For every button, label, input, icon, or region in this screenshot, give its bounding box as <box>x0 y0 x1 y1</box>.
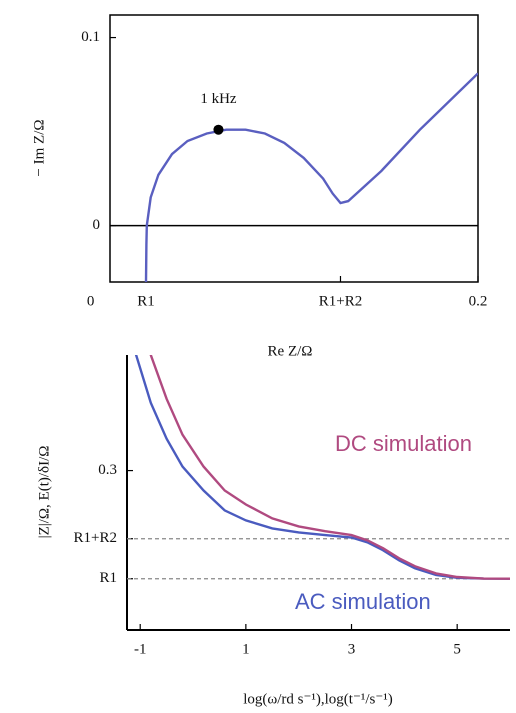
x-tick-label: 0 <box>87 293 95 309</box>
x-tick-label: -1 <box>134 641 147 657</box>
x-tick-label: R1+R2 <box>319 293 362 309</box>
plot-frame <box>109 14 479 283</box>
plot-area <box>144 72 478 282</box>
x-tick-label: R1 <box>137 293 155 309</box>
y-tick-label: 0.1 <box>81 29 100 45</box>
data-line <box>144 72 478 282</box>
y-tick-label: R1+R2 <box>74 530 117 546</box>
x-tick-label: 1 <box>242 641 250 657</box>
series-label: DC simulation <box>335 431 472 456</box>
x-axis-label: Re Z/Ω <box>268 343 313 359</box>
y-axis-label: − Im Z/Ω <box>31 119 47 176</box>
x-tick-label: 5 <box>453 641 461 657</box>
data-line <box>149 355 510 580</box>
data-line <box>134 355 510 580</box>
x-axis-label: log(ω/rd s⁻¹),log(t⁻¹/s⁻¹) <box>243 691 393 707</box>
x-tick-label: 0.2 <box>469 293 488 309</box>
plot-area <box>134 355 510 580</box>
y-tick-label: 0.3 <box>98 462 117 478</box>
y-tick-label: 0 <box>93 217 101 233</box>
x-tick-label: 3 <box>348 641 356 657</box>
y-tick-label: R1 <box>99 570 117 586</box>
marker <box>213 124 224 135</box>
series-label: AC simulation <box>295 589 431 614</box>
annotation: 1 kHz <box>200 91 237 107</box>
y-axis-label: |Z|/Ω, E(t)/δI/Ω <box>36 446 52 539</box>
